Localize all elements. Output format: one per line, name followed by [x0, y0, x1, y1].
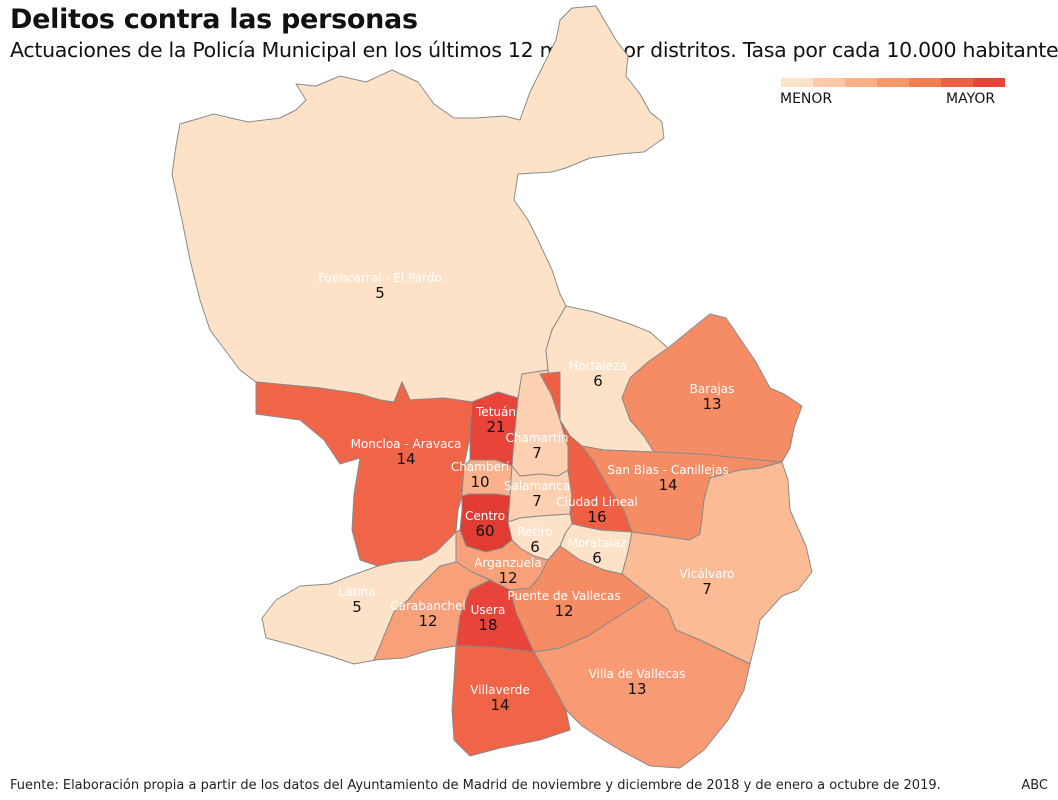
district-name-label: Carabanchel — [390, 599, 466, 613]
district-name-label: Latina — [338, 585, 375, 599]
legend-segment — [941, 78, 973, 87]
district-value-label: 6 — [592, 549, 602, 567]
district-name-label: Villaverde — [470, 683, 530, 697]
legend-color-scale — [781, 78, 1005, 87]
legend-low-label: MENOR — [780, 91, 833, 107]
district-value-label: 16 — [587, 508, 606, 526]
district-name-label: Ciudad Lineal — [556, 495, 637, 509]
district-value-label: 13 — [627, 680, 646, 698]
district-name-label: Villa de Vallecas — [589, 667, 686, 681]
district-value-label: 6 — [593, 372, 603, 390]
district-villaverde[interactable] — [451, 645, 571, 757]
map-subtitle: Actuaciones de la Policía Municipal en l… — [10, 38, 1058, 62]
district-value-label: 12 — [418, 612, 437, 630]
district-name-label: Hortaleza — [569, 359, 627, 373]
legend-segment — [781, 78, 813, 87]
legend-high-label: MAYOR — [946, 91, 996, 107]
district-value-label: 18 — [478, 616, 497, 634]
source-note: Fuente: Elaboración propia a partir de l… — [10, 778, 941, 793]
district-value-label: 14 — [658, 476, 677, 494]
map-title: Delitos contra las personas — [10, 4, 418, 35]
district-value-label: 60 — [475, 522, 494, 540]
legend-segment — [973, 78, 1005, 87]
district-value-label: 14 — [396, 450, 415, 468]
district-value-label: 7 — [702, 580, 712, 598]
district-name-label: Barajas — [690, 382, 735, 396]
district-name-label: Moncloa - Aravaca — [351, 437, 462, 451]
credit-label: ABC — [1021, 778, 1048, 793]
district-value-label: 21 — [486, 418, 505, 436]
district-name-label: Chamberí — [451, 460, 510, 474]
district-value-label: 12 — [554, 602, 573, 620]
district-value-label: 7 — [532, 444, 542, 462]
district-name-label: Salamanca — [504, 479, 570, 493]
legend-segment — [813, 78, 845, 87]
district-name-label: Chamartín — [506, 431, 569, 445]
legend-segment — [877, 78, 909, 87]
district-value-label: 6 — [530, 538, 540, 556]
legend-segment — [909, 78, 941, 87]
district-value-label: 13 — [702, 395, 721, 413]
district-value-label: 12 — [498, 569, 517, 587]
district-value-label: 10 — [470, 473, 489, 491]
district-name-label: Arganzuela — [474, 556, 541, 570]
district-name-label: Vicálvaro — [679, 567, 734, 581]
district-name-label: Tetuán — [475, 405, 516, 419]
district-barajas[interactable] — [621, 313, 803, 463]
district-name-label: Centro — [465, 509, 505, 523]
district-value-label: 7 — [532, 492, 542, 510]
district-moncloa[interactable] — [255, 381, 473, 567]
district-value-label: 5 — [375, 284, 385, 302]
district-villa-vallecas[interactable] — [533, 595, 751, 769]
district-value-label: 14 — [490, 696, 509, 714]
district-name-label: Moratalaz — [567, 536, 626, 550]
district-name-label: Retiro — [517, 525, 552, 539]
district-name-label: Fuencarral - El Pardo — [318, 271, 442, 285]
district-name-label: San Blas - Canillejas — [607, 463, 728, 477]
district-value-label: 5 — [352, 598, 362, 616]
legend-segment — [845, 78, 877, 87]
district-name-label: Puente de Vallecas — [507, 589, 620, 603]
district-name-label: Usera — [471, 603, 506, 617]
